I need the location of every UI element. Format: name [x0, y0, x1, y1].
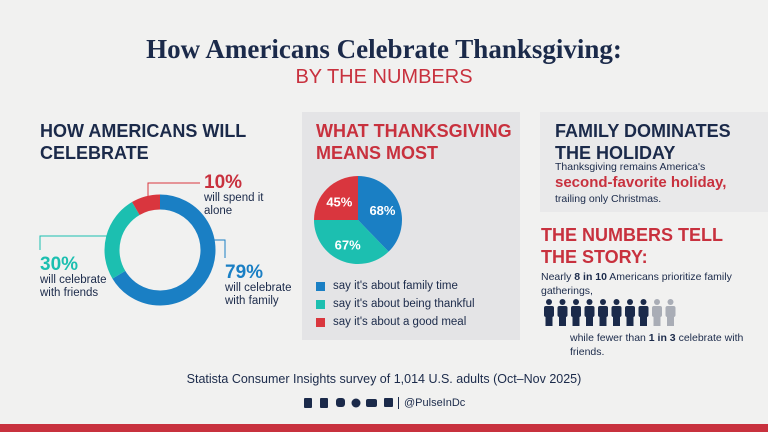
person-body [625, 306, 635, 317]
highlight: second-favorite holiday, [555, 174, 727, 191]
title: How Americans Celebrate Thanksgiving: [146, 34, 622, 64]
person-legs [559, 316, 566, 326]
panel-bg [540, 112, 768, 212]
person-head [613, 299, 620, 305]
person-body [571, 306, 581, 317]
legend-swatch [316, 281, 325, 291]
subtitle: BY THE NUMBERS [295, 66, 473, 88]
chart-title: WHAT THANKSGIVING MEANS MOST [316, 121, 512, 163]
person-body [544, 306, 554, 317]
leader-line [147, 182, 200, 198]
value-label: 10% [204, 172, 243, 193]
donut-segment [104, 202, 140, 279]
person-body [584, 306, 595, 317]
icon [366, 399, 377, 407]
legend-item: say it's about being thankful [316, 296, 475, 312]
category-label: will celebrate with friends [40, 274, 107, 299]
text: while fewer than 1 in 3 celebrate with f… [570, 331, 768, 359]
bottom-bar [0, 424, 768, 432]
person-head [640, 299, 647, 305]
person-head [573, 299, 579, 305]
person-legs [640, 316, 647, 326]
emphasis: 8 in 10 [574, 271, 607, 283]
legend-item: say it's about family time [316, 278, 475, 294]
legend-swatch [316, 317, 325, 327]
separator [398, 397, 399, 409]
person-legs [613, 316, 620, 326]
pie-slice [358, 176, 402, 252]
person-body [598, 306, 608, 317]
category-label: will celebrate with family [225, 282, 292, 307]
icon [320, 398, 328, 408]
section-title: THE NUMBERS TELL THE STORY: [541, 225, 723, 267]
person-head [654, 299, 660, 305]
text: Americans prioritize family gatherings, [541, 271, 732, 297]
text: while fewer than [570, 332, 649, 344]
value-label: 45% [326, 194, 352, 209]
pie-slice [314, 220, 389, 264]
text: Nearly 8 in 10 Americans prioritize fami… [541, 270, 751, 298]
person-head [627, 299, 633, 305]
text: Thanksgiving remains America's [555, 161, 706, 173]
person-head [586, 299, 593, 305]
icon [351, 398, 361, 408]
leader-line [39, 235, 110, 250]
person-head [559, 299, 566, 305]
person-legs [653, 316, 661, 326]
donut-segment [132, 194, 161, 216]
person-head [600, 299, 606, 305]
donut-segment [112, 194, 216, 306]
text: celebrate with friends. [570, 332, 744, 358]
person-body [652, 306, 662, 317]
person-body [638, 306, 649, 317]
legend-label: say it's about being thankful [333, 298, 475, 310]
social-icons [304, 397, 399, 409]
person-head [667, 299, 674, 305]
person-body [611, 306, 622, 317]
person-legs [586, 316, 593, 326]
people-icons [544, 299, 676, 326]
value-label: 79% [225, 262, 264, 283]
person-legs [545, 316, 553, 326]
legend-swatch [316, 299, 325, 309]
person-legs [626, 316, 634, 326]
person-legs [572, 316, 580, 326]
value-label: 68% [369, 203, 395, 218]
person-body [665, 306, 676, 317]
value-label: 30% [40, 254, 79, 275]
legend-item: say it's about a good meal [316, 314, 475, 330]
legend-label: say it's about a good meal [333, 316, 467, 328]
value-label: 67% [335, 237, 361, 252]
person-legs [599, 316, 607, 326]
category-label: will spend it alone [204, 192, 264, 217]
person-head [546, 299, 552, 305]
handle: @PulseInDc [404, 397, 466, 409]
text: trailing only Christmas. [555, 193, 662, 205]
person-legs [667, 316, 674, 326]
icon [304, 398, 312, 408]
pie-slice [314, 176, 358, 220]
chart-title: HOW AMERICANS WILL CELEBRATE [40, 121, 246, 163]
text: Nearly [541, 271, 575, 283]
icon [336, 398, 345, 407]
section-title: FAMILY DOMINATES THE HOLIDAY [555, 121, 731, 163]
emphasis: 1 in 3 [648, 332, 676, 344]
legend: say it's about family time say it's about… [316, 278, 475, 332]
source: Statista Consumer Insights survey of 1,0… [186, 372, 582, 386]
legend-label: say it's about family time [333, 280, 458, 292]
person-body [557, 306, 568, 317]
icon [384, 398, 393, 407]
